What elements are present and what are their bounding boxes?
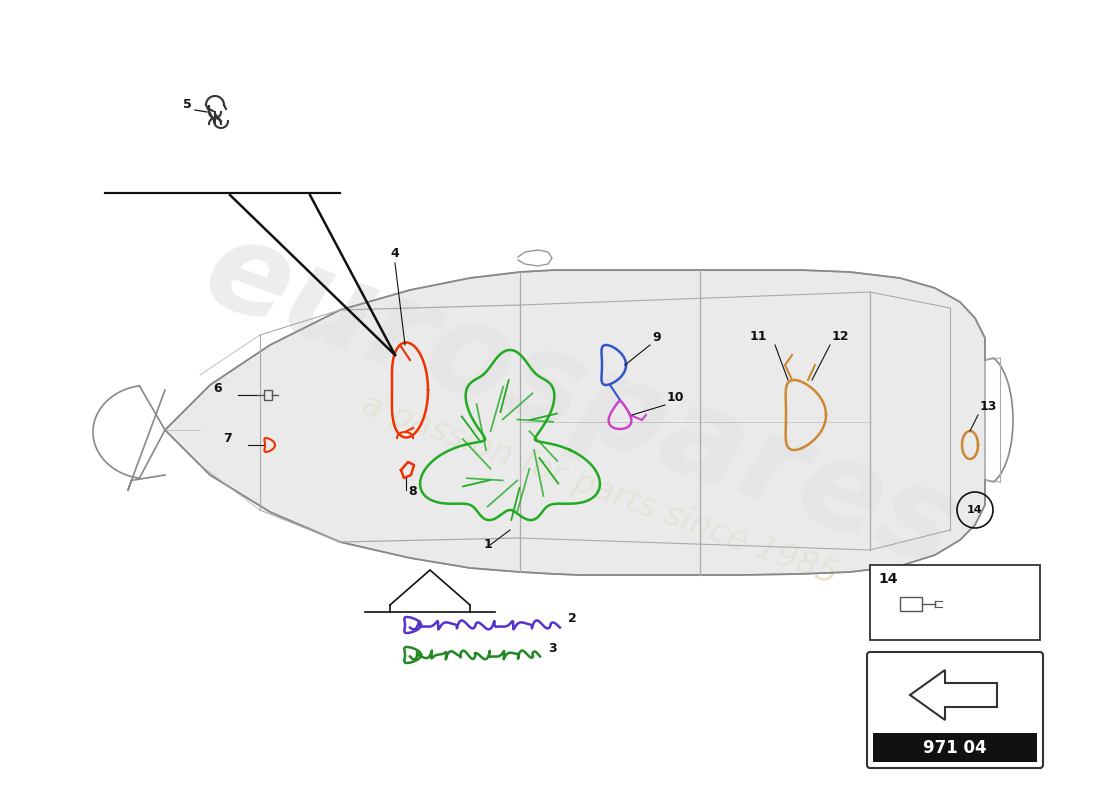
Bar <box>264 390 272 400</box>
Text: 7: 7 <box>223 432 232 445</box>
Text: 6: 6 <box>213 382 221 395</box>
Text: 14: 14 <box>967 505 982 515</box>
FancyBboxPatch shape <box>867 652 1043 768</box>
Text: 8: 8 <box>408 485 417 498</box>
Text: 2: 2 <box>568 612 576 625</box>
Bar <box>900 597 922 611</box>
Text: 971 04: 971 04 <box>923 739 987 757</box>
Text: 4: 4 <box>390 247 398 260</box>
Text: eurospares: eurospares <box>188 208 972 592</box>
Text: a passion for parts since 1985: a passion for parts since 1985 <box>358 388 843 592</box>
Text: 5: 5 <box>183 98 191 111</box>
Polygon shape <box>910 670 997 720</box>
Text: 9: 9 <box>652 331 661 344</box>
Bar <box>873 733 1037 762</box>
Polygon shape <box>165 270 984 575</box>
Bar <box>870 565 1040 640</box>
Text: 11: 11 <box>750 330 768 343</box>
Text: 13: 13 <box>980 400 998 413</box>
Text: 3: 3 <box>548 642 557 655</box>
Text: 12: 12 <box>832 330 849 343</box>
Text: 10: 10 <box>667 391 684 404</box>
Text: 1: 1 <box>484 538 493 551</box>
Text: 14: 14 <box>878 572 898 586</box>
